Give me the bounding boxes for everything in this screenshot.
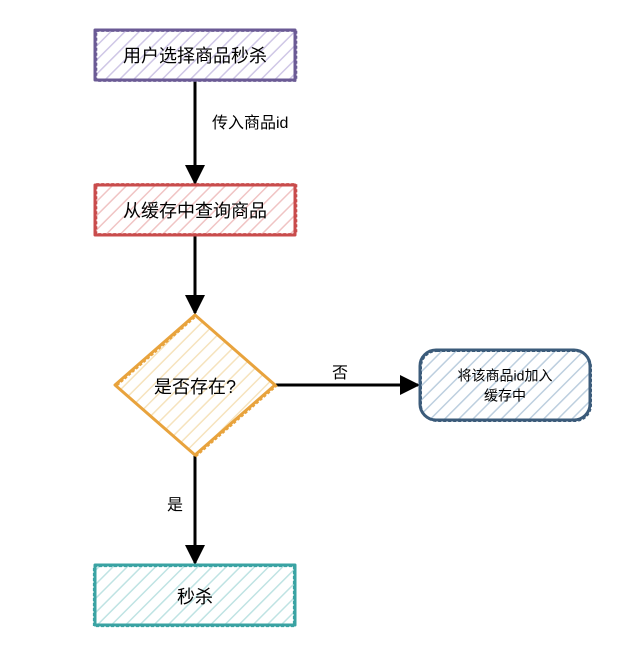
node-decision-label: 是否存在?: [154, 377, 236, 397]
edge-label-no: 否: [332, 365, 348, 382]
edge-label-product-id: 传入商品id: [212, 114, 288, 132]
node-cache-label-2: 缓存中: [484, 388, 526, 404]
node-decision: 是否存在?: [115, 315, 276, 456]
node-start: 用户选择商品秒杀: [95, 30, 296, 81]
node-query-label: 从缓存中查询商品: [123, 201, 267, 221]
node-seckill-label: 秒杀: [177, 587, 213, 607]
node-cache-label-1: 将该商品id加入: [458, 368, 553, 384]
node-start-label: 用户选择商品秒杀: [123, 46, 267, 66]
edge-label-yes: 是: [167, 497, 183, 514]
node-seckill: 秒杀: [94, 565, 295, 626]
node-cache: 将该商品id加入 缓存中: [420, 350, 591, 421]
node-query: 从缓存中查询商品: [95, 184, 296, 235]
flowchart-canvas: 传入商品id 否 是 用户选择商品秒杀 从缓存中查询商品 是否存在? 将该商品i…: [0, 0, 624, 660]
